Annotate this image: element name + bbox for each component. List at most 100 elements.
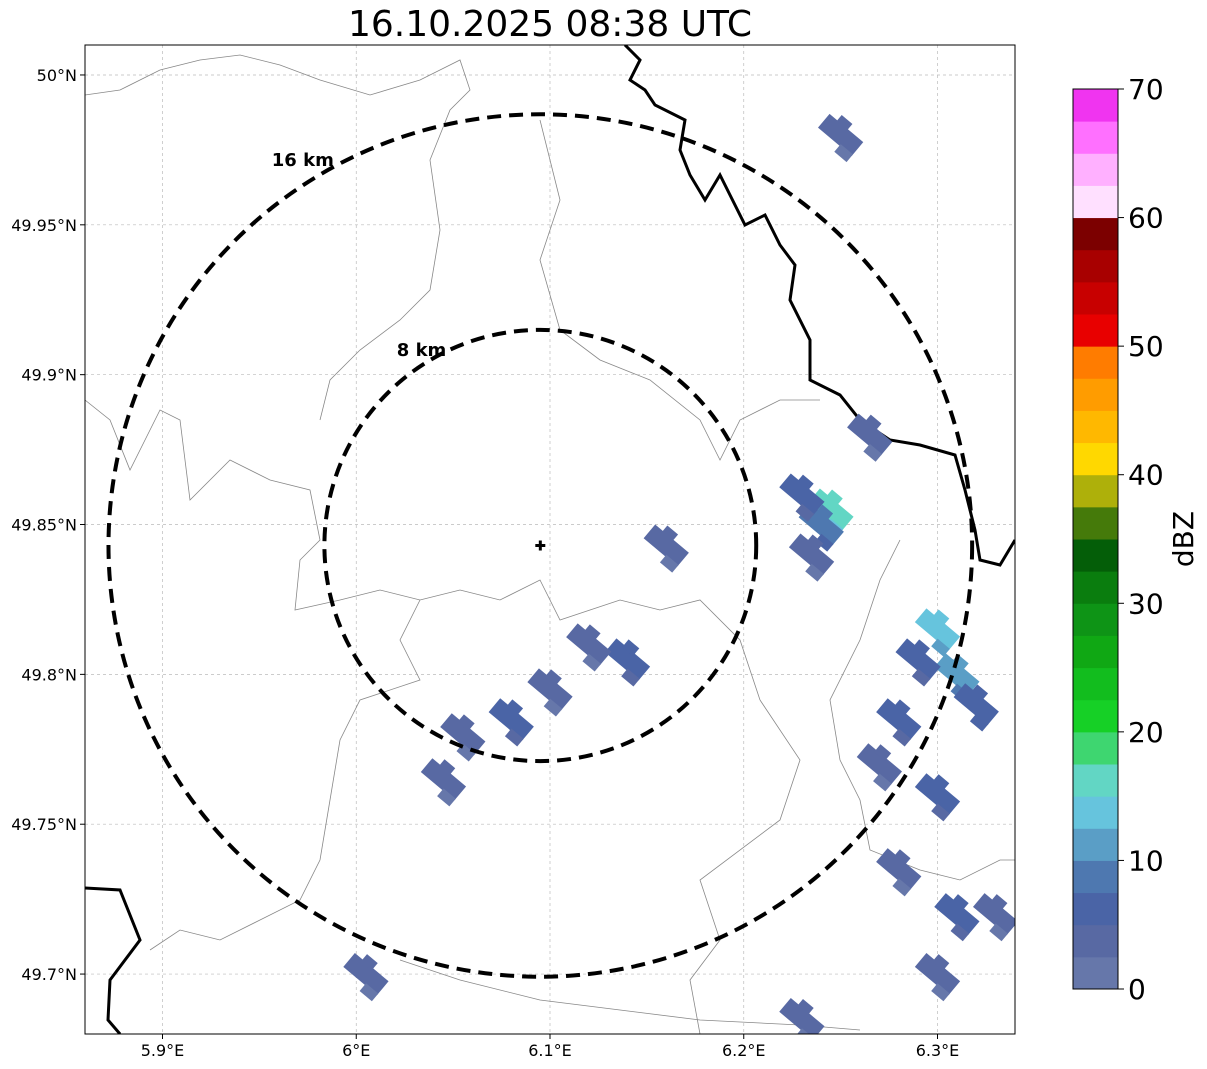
- reflectivity-echoes: [343, 113, 1015, 1034]
- gridlines: [85, 45, 1015, 1034]
- colorbar-segment: [1073, 506, 1118, 540]
- echo-cell: [604, 638, 651, 687]
- range-ring-label: 8 km: [397, 340, 447, 361]
- echo-pixel: [779, 997, 825, 1034]
- colorbar-segment: [1073, 731, 1118, 765]
- echo-pixel: [914, 953, 961, 996]
- echo-cell: [817, 113, 864, 163]
- echo-pixel: [457, 714, 475, 731]
- colorbar-segment: [1073, 892, 1118, 926]
- colorbar-segment: [1073, 699, 1118, 733]
- echo-pixel: [893, 849, 911, 866]
- echo-pixel: [795, 503, 815, 522]
- lat-tick-label: 49.75°N: [11, 815, 77, 834]
- echo-pixel: [912, 639, 930, 657]
- echo-cell: [953, 683, 999, 732]
- echo-pixel: [659, 554, 679, 573]
- echo-pixel: [796, 999, 814, 1016]
- echo-pixel: [796, 474, 814, 492]
- echo-pixel: [440, 713, 486, 756]
- echo-pixel: [788, 533, 835, 576]
- echo-pixel: [931, 803, 950, 822]
- colorbar-segment: [1073, 153, 1118, 186]
- echo-pixel: [970, 684, 989, 702]
- axis-ticks: 5.9°E 6°E 6.1°E 6.2°E 6.3°E 50°N 49.95°N 49.9°N…: [11, 66, 959, 1060]
- echo-cell: [914, 773, 961, 822]
- lon-tick-label: 6.2°E: [722, 1041, 766, 1060]
- echo-pixel: [863, 443, 883, 462]
- colorbar-segment: [1073, 635, 1118, 669]
- lat-tick-label: 49.8°N: [21, 665, 77, 684]
- echo-pixel: [543, 698, 563, 717]
- echo-pixel: [932, 954, 950, 971]
- echo-pixel: [815, 504, 834, 522]
- canton-border: [85, 54, 471, 421]
- echo-cell: [779, 473, 825, 522]
- echo-pixel: [864, 414, 882, 432]
- range-ring-label: 16 km: [272, 150, 334, 171]
- colorbar-segment: [1073, 764, 1118, 797]
- echo-cell: [895, 638, 941, 687]
- colorbar-segment: [1073, 924, 1118, 958]
- lat-tick-label: 49.7°N: [21, 965, 77, 984]
- colorbar-segment: [1073, 474, 1118, 508]
- echo-pixel: [876, 698, 922, 741]
- colorbar-segment: [1073, 571, 1118, 604]
- echo-pixel: [892, 878, 912, 897]
- colorbar-segment: [1073, 121, 1118, 154]
- colorbar-tick-label: 40: [1128, 459, 1164, 492]
- colorbar-tick-label: 50: [1128, 330, 1164, 363]
- echo-pixel: [420, 758, 467, 801]
- echo-pixel: [876, 848, 922, 891]
- lat-tick-label: 50°N: [37, 66, 77, 85]
- colorbar-tick-label: 60: [1128, 202, 1164, 235]
- map-title: 16.10.2025 08:38 UTC: [347, 4, 753, 45]
- echo-pixel: [989, 923, 1008, 942]
- echo-pixel: [934, 653, 980, 696]
- echo-pixel: [643, 524, 689, 567]
- echo-pixel: [874, 744, 892, 761]
- echo-cell: [566, 623, 612, 672]
- colorbar-segment: [1073, 828, 1118, 861]
- colorbar-tick-label: 30: [1128, 587, 1164, 620]
- echo-pixel: [544, 669, 562, 687]
- echo-cell: [876, 698, 922, 747]
- colorbar-segment: [1073, 185, 1118, 219]
- echo-pixel: [990, 894, 1008, 911]
- echo-pixel: [343, 953, 389, 996]
- echo-pixel: [972, 893, 1015, 936]
- echo-pixel: [504, 728, 524, 747]
- echo-cell: [788, 533, 835, 582]
- echo-pixel: [914, 608, 961, 651]
- country-border-southwest: [85, 886, 142, 1034]
- echo-cell: [972, 893, 1015, 942]
- colorbar-segment: [1073, 217, 1118, 251]
- echo-pixel: [814, 533, 834, 552]
- echo-pixel: [437, 788, 456, 807]
- lat-tick-label: 49.95°N: [11, 216, 77, 235]
- colorbar-segment: [1073, 249, 1118, 283]
- echo-pixel: [895, 638, 941, 681]
- range-rings: 8 km 16 km: [106, 112, 975, 979]
- colorbar-segment: [1073, 539, 1118, 572]
- echo-cell: [914, 953, 961, 1002]
- echo-pixel: [604, 638, 651, 681]
- colorbar-segment: [1073, 346, 1118, 379]
- colorbar-tick-label: 0: [1128, 973, 1146, 1006]
- echo-pixel: [438, 759, 456, 776]
- lat-tick-label: 49.85°N: [11, 516, 77, 535]
- echo-pixel: [795, 1028, 815, 1034]
- echo-pixel: [969, 713, 989, 732]
- echo-pixel: [932, 774, 950, 791]
- echo-pixel: [911, 668, 931, 687]
- canton-border: [149, 599, 421, 951]
- country-border: [623, 45, 1015, 567]
- canton-border: [539, 119, 820, 461]
- canton-border: [85, 399, 761, 701]
- colorbar-segment: [1073, 442, 1118, 476]
- echo-cell: [343, 953, 389, 1002]
- colorbar-segment: [1073, 796, 1118, 829]
- echo-pixel: [931, 983, 950, 1002]
- echo-cell: [779, 997, 825, 1034]
